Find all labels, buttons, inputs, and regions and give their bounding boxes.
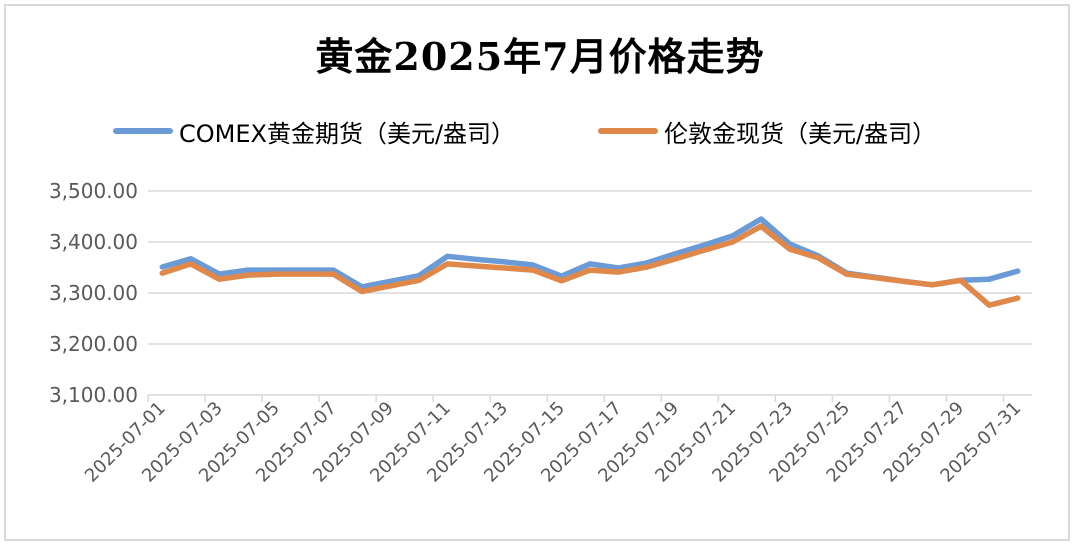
chart-title: 黄金2025年7月价格走势 <box>315 34 765 79</box>
y-tick-label: 3,200.00 <box>49 332 138 356</box>
y-tick-label: 3,400.00 <box>49 230 138 254</box>
legend-label: COMEX黄金期货（美元/盎司） <box>179 119 516 148</box>
legend-swatch-blue-icon <box>113 128 173 134</box>
y-tick-label: 3,300.00 <box>49 281 138 305</box>
legend-label: 伦敦金现货（美元/盎司） <box>664 119 937 148</box>
legend-item-comex: COMEX黄金期货（美元/盎司） <box>113 113 515 149</box>
series-line-london <box>159 223 1021 308</box>
legend: COMEX黄金期货（美元/盎司） 伦敦金现货（美元/盎司） <box>0 113 1080 149</box>
legend-swatch-orange-icon <box>598 128 658 134</box>
y-tick-label: 3,100.00 <box>49 383 138 407</box>
y-tick-label: 3,500.00 <box>49 179 138 203</box>
legend-item-london: 伦敦金现货（美元/盎司） <box>598 113 936 149</box>
